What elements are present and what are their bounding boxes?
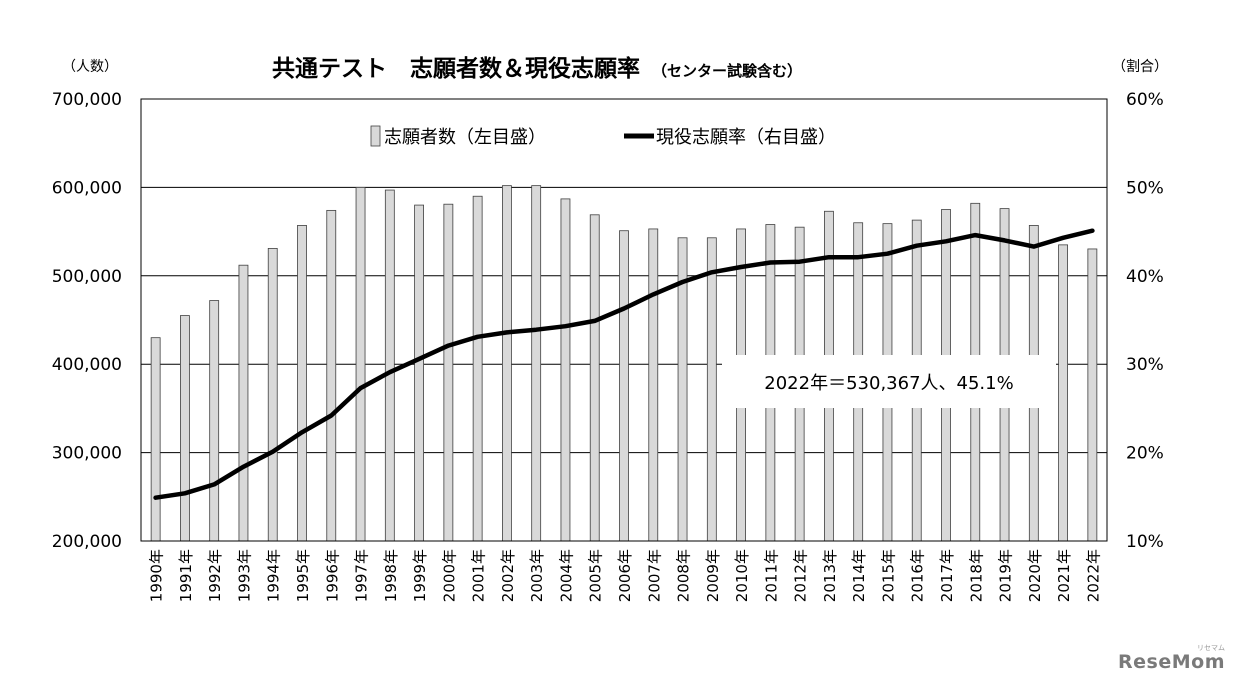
x-tick-label: 1992年 (206, 549, 224, 602)
x-tick-label: 2019年 (997, 549, 1015, 602)
resemom-logo-kana: リセマム (1197, 644, 1225, 652)
left-axis-title: （人数） (62, 59, 118, 75)
x-tick-label: 1990年 (148, 549, 166, 602)
legend-bar-swatch (370, 125, 381, 147)
bar (502, 185, 512, 542)
x-tick-label: 2021年 (1055, 549, 1073, 602)
bar (180, 315, 190, 542)
x-tick-label: 1993年 (235, 549, 253, 602)
x-tick-label: 2017年 (938, 549, 956, 602)
x-tick-label: 2013年 (821, 549, 839, 602)
x-tick-label: 1991年 (177, 549, 195, 602)
line-path (153, 228, 1095, 500)
left-tick-label: 400,000 (52, 355, 122, 375)
right-tick-label: 10% (1126, 532, 1164, 552)
x-tick-label: 1999年 (411, 549, 429, 602)
right-tick-label: 20% (1126, 444, 1164, 464)
x-tick-label: 2015年 (879, 549, 897, 602)
chart-title: 共通テスト 志願者数＆現役志願率 (272, 55, 640, 82)
x-tick-label: 2007年 (645, 549, 663, 602)
bar (443, 203, 454, 542)
bar (648, 228, 659, 542)
annotation-box (722, 355, 1056, 408)
line-series (153, 228, 1095, 500)
left-axis-ticks: 200,000 300,000 400,000 500,000 600,000 700,0… (52, 90, 122, 552)
x-tick-label: 2005年 (587, 549, 605, 602)
x-tick-label: 2018年 (967, 549, 985, 602)
bar (384, 189, 395, 542)
bar (619, 230, 629, 542)
annotation-text: 2022年＝530,367人、45.1% (764, 373, 1013, 394)
plot-area-frame (140, 98, 1108, 542)
x-tick-label: 2003年 (528, 549, 546, 602)
left-tick-label: 500,000 (52, 267, 122, 287)
legend-bar-label: 志願者数（左目盛） (384, 127, 546, 148)
x-tick-label: 2016年 (909, 549, 927, 602)
x-tick-label: 1995年 (294, 549, 312, 602)
legend: 志願者数（左目盛） 現役志願率（右目盛） (362, 121, 892, 151)
left-tick-label: 700,000 (52, 90, 122, 110)
left-tick-label: 300,000 (52, 444, 122, 464)
resemom-logo: リセマム ReseMom (1118, 644, 1225, 673)
x-axis-ticks: 1990年 1991年 1992年 1993年 1994年 1995年 1996年 1997年… (148, 549, 1103, 602)
x-tick-label: 2014年 (850, 549, 868, 602)
bar (531, 185, 542, 542)
x-tick-label: 2022年 (1084, 549, 1102, 602)
chart-subtitle: （センター試験含む） (652, 62, 802, 80)
bar (355, 186, 366, 542)
x-tick-label: 1997年 (353, 549, 371, 602)
resemom-logo-text: ReseMom (1118, 651, 1225, 673)
x-tick-label: 2012年 (792, 549, 810, 602)
x-tick-label: 2009年 (704, 549, 722, 602)
right-tick-label: 40% (1126, 267, 1164, 287)
bar (297, 225, 307, 542)
x-tick-label: 2011年 (762, 549, 780, 602)
legend-line-label: 現役志願率（右目盛） (656, 127, 836, 148)
x-tick-label: 2008年 (675, 549, 693, 602)
x-tick-label: 2006年 (616, 549, 634, 602)
bar (1087, 248, 1098, 542)
x-tick-label: 2010年 (733, 549, 751, 602)
left-tick-label: 200,000 (52, 532, 122, 552)
x-tick-label: 1994年 (265, 549, 283, 602)
left-tick-label: 600,000 (52, 178, 122, 198)
right-tick-label: 30% (1126, 355, 1164, 375)
x-tick-label: 1996年 (323, 549, 341, 602)
bar (238, 264, 249, 542)
right-tick-label: 50% (1126, 178, 1164, 198)
bar (472, 195, 483, 542)
x-tick-label: 1998年 (382, 549, 400, 602)
bar (706, 237, 717, 542)
x-tick-label: 2004年 (557, 549, 575, 602)
bar (589, 214, 600, 542)
bar (209, 300, 220, 542)
annotation: 2022年＝530,367人、45.1% (722, 355, 1056, 408)
right-tick-label: 60% (1126, 90, 1164, 110)
bar (326, 209, 337, 542)
bar (150, 337, 161, 542)
x-tick-label: 2002年 (499, 549, 517, 602)
bar (560, 198, 571, 542)
bar (1058, 244, 1068, 542)
bar (414, 204, 424, 542)
x-tick-label: 2020年 (1026, 549, 1044, 602)
bar (267, 247, 278, 542)
right-axis-ticks: 10% 20% 30% 40% 50% 60% (1126, 90, 1164, 552)
x-tick-label: 2000年 (440, 549, 458, 602)
right-axis-title: （割合） (1112, 58, 1168, 75)
x-tick-label: 2001年 (470, 549, 488, 602)
